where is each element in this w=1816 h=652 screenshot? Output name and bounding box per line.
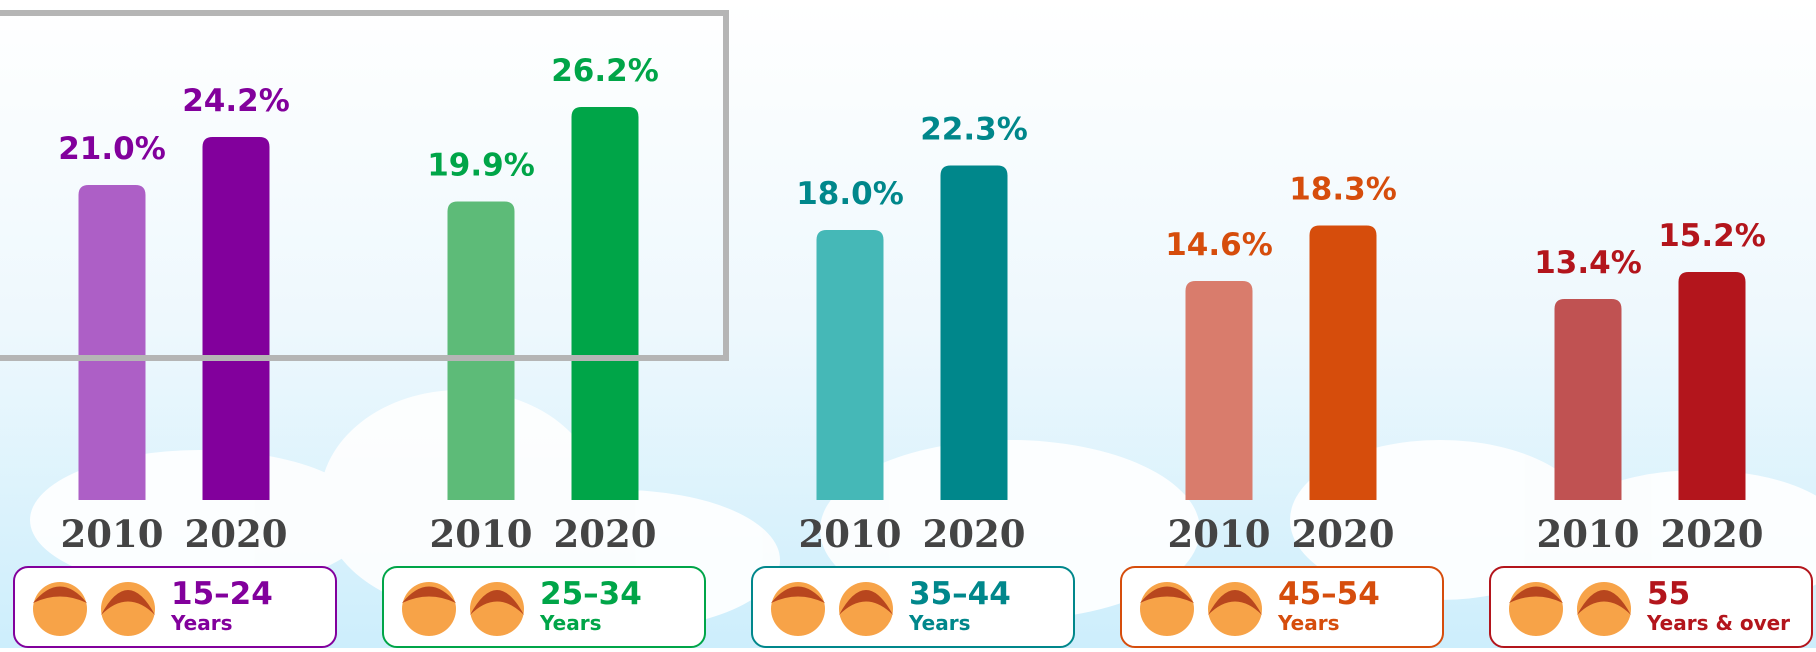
bar [1310, 226, 1377, 501]
category-sublabel: Years [170, 611, 232, 635]
year-label: 2020 [923, 512, 1026, 556]
chart: 21.0%201024.2%202015–24Years19.9%201026.… [0, 0, 1816, 648]
value-label: 21.0% [58, 131, 166, 167]
value-label: 24.2% [182, 83, 290, 119]
value-label: 26.2% [551, 53, 659, 89]
year-label: 2020 [1292, 512, 1395, 556]
category-sublabel: Years & over [1646, 611, 1790, 635]
category-sublabel: Years [539, 611, 601, 635]
bar [79, 185, 146, 500]
year-label: 2010 [1168, 512, 1271, 556]
year-label: 2010 [430, 512, 533, 556]
category-label: 45–54 [1278, 576, 1380, 612]
year-label: 2010 [1537, 512, 1640, 556]
bar [448, 202, 515, 501]
bar [1555, 299, 1622, 500]
bar [941, 166, 1008, 501]
value-label: 15.2% [1658, 218, 1766, 254]
category-label: 25–34 [540, 576, 642, 612]
value-label: 18.0% [796, 176, 904, 212]
category-label: 55 [1647, 576, 1690, 612]
bar [203, 137, 270, 500]
value-label: 14.6% [1165, 227, 1273, 263]
bar [1679, 272, 1746, 500]
year-label: 2020 [554, 512, 657, 556]
category-label: 15–24 [171, 576, 273, 612]
category-sublabel: Years [1277, 611, 1339, 635]
year-label: 2020 [1661, 512, 1764, 556]
bar [817, 230, 884, 500]
category-sublabel: Years [908, 611, 970, 635]
value-label: 22.3% [920, 112, 1028, 148]
year-label: 2020 [185, 512, 288, 556]
value-label: 18.3% [1289, 172, 1397, 208]
bar [1186, 281, 1253, 500]
year-label: 2010 [61, 512, 164, 556]
bar [572, 107, 639, 500]
year-label: 2010 [799, 512, 902, 556]
value-label: 19.9% [427, 148, 535, 184]
value-label: 13.4% [1534, 245, 1642, 281]
category-label: 35–44 [909, 576, 1011, 612]
